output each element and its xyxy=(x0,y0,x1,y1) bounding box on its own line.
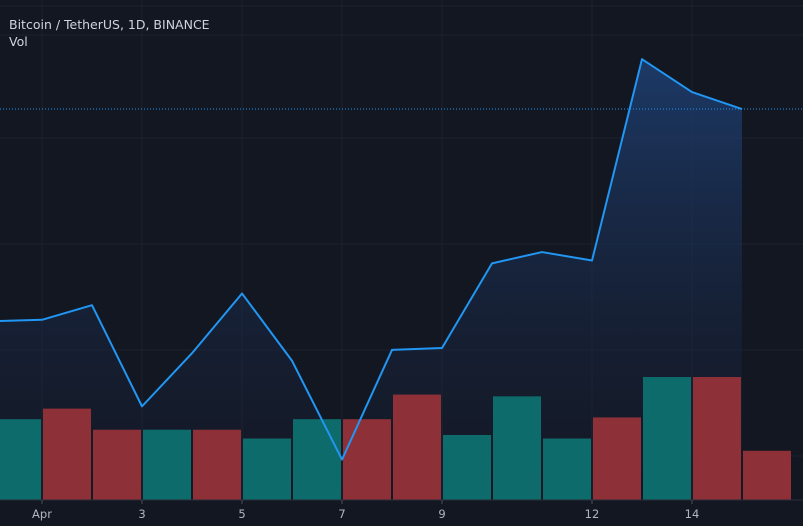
x-tick-label: 7 xyxy=(338,507,345,521)
volume-bar[interactable] xyxy=(393,394,441,500)
volume-bar[interactable] xyxy=(93,429,141,500)
price-line[interactable] xyxy=(0,58,743,461)
volume-bar[interactable] xyxy=(343,419,391,500)
symbol-title[interactable]: Bitcoin / TetherUS, 1D, BINANCE xyxy=(9,17,210,32)
volume-bar[interactable] xyxy=(693,377,741,500)
volume-bar[interactable] xyxy=(493,396,541,500)
volume-bars xyxy=(0,377,791,500)
volume-bar[interactable] xyxy=(243,438,291,501)
volume-bar[interactable] xyxy=(43,408,91,500)
volume-bar[interactable] xyxy=(743,450,791,500)
x-tick-label: 5 xyxy=(238,507,245,521)
x-axis: Apr 3 5 7 9 12 14 xyxy=(0,499,803,521)
price-area-fill xyxy=(0,59,742,500)
volume-bar[interactable] xyxy=(293,419,341,500)
volume-bar[interactable] xyxy=(593,417,641,500)
x-tick-label: 12 xyxy=(585,507,600,521)
chart-legend: Bitcoin / TetherUS, 1D, BINANCE Vol xyxy=(9,16,210,50)
volume-bar[interactable] xyxy=(643,377,691,500)
volume-bar[interactable] xyxy=(443,434,491,500)
x-tick-label: 3 xyxy=(138,507,145,521)
volume-bar[interactable] xyxy=(193,429,241,500)
volume-bar[interactable] xyxy=(0,419,41,500)
x-tick-label: Apr xyxy=(32,507,52,521)
price-line-layer xyxy=(0,58,803,461)
price-area xyxy=(0,59,742,500)
volume-indicator-label[interactable]: Vol xyxy=(9,34,28,49)
volume-bar[interactable] xyxy=(543,438,591,501)
volume-bar[interactable] xyxy=(143,429,191,500)
x-tick-label: 14 xyxy=(685,507,700,521)
x-tick-label: 9 xyxy=(438,507,445,521)
